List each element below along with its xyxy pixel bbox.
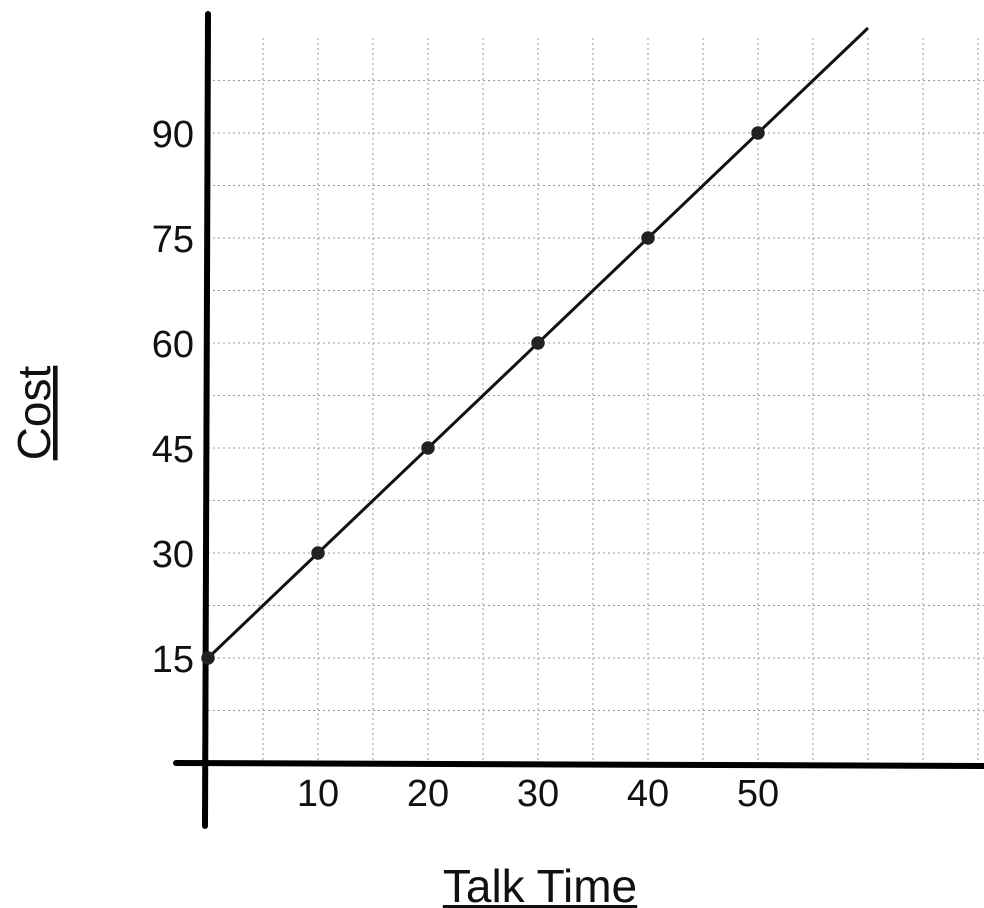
y-tick-label: 75	[152, 219, 194, 261]
data-point	[641, 231, 655, 245]
y-tick-label: 15	[152, 639, 194, 681]
x-tick-label: 40	[627, 773, 669, 815]
y-tick-label: 30	[152, 534, 194, 576]
y-tick-label: 45	[152, 429, 194, 471]
x-tick-label: 10	[297, 773, 339, 815]
grid	[208, 38, 984, 763]
data-points	[201, 126, 765, 665]
x-tick-label: 50	[737, 773, 779, 815]
y-tick-label: 90	[152, 114, 194, 156]
tick-labels: 10 20 30 40 50 15 30 45 60 75 90	[152, 114, 779, 815]
x-axis-title: Talk Time	[443, 860, 637, 908]
axes	[173, 11, 984, 829]
x-tick-label: 30	[517, 773, 559, 815]
x-tick-label: 20	[407, 773, 449, 815]
data-point	[311, 546, 325, 560]
y-axis-title: Cost	[8, 365, 60, 460]
data-point	[751, 126, 765, 140]
data-point	[201, 651, 215, 665]
data-point	[421, 441, 435, 455]
y-tick-label: 60	[152, 324, 194, 366]
y-axis-line	[202, 11, 211, 829]
x-axis-line	[173, 760, 984, 769]
data-point	[531, 336, 545, 350]
